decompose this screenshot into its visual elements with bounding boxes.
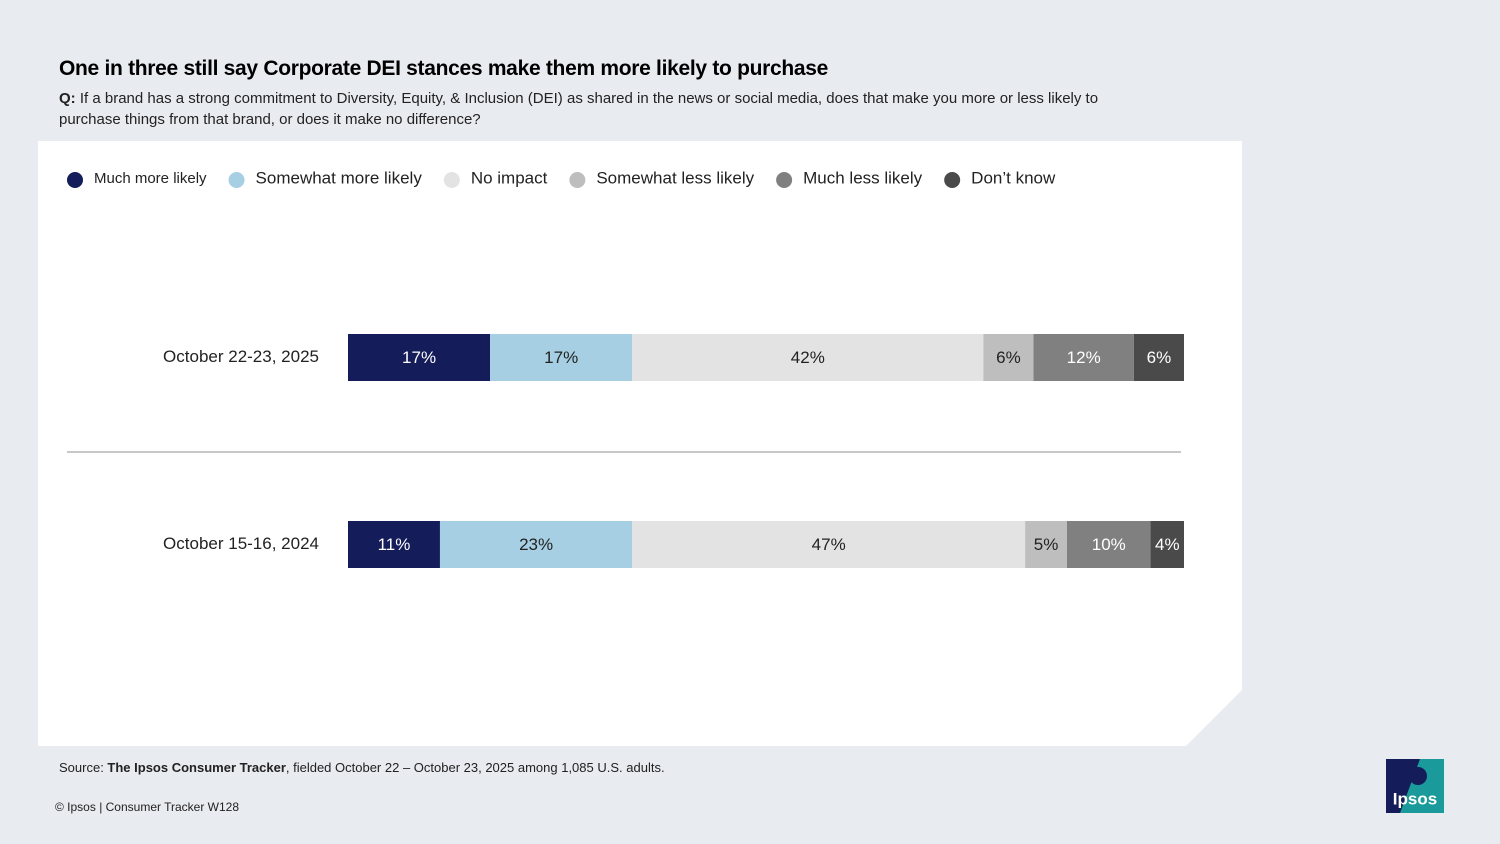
footer: © Ipsos | Consumer Tracker W128 (55, 800, 240, 814)
bar-segment (439, 521, 633, 568)
legend-label: Don’t know (971, 168, 1056, 187)
bar-segment (348, 334, 491, 381)
bar-segment (1133, 334, 1184, 381)
source-name: The Ipsos Consumer Tracker (107, 760, 286, 775)
bar-segment (632, 334, 984, 381)
question: Q: If a brand has a strong commitment to… (59, 88, 1129, 130)
bar-segment (1066, 521, 1151, 568)
category-label: October 22-23, 2025 (163, 347, 319, 366)
value-label: 12% (1067, 348, 1101, 367)
bar-segment (348, 521, 440, 568)
bar-segment (632, 521, 1026, 568)
legend-label: No impact (471, 168, 548, 187)
source-prefix: Source: (59, 760, 108, 775)
card (38, 141, 1242, 746)
bar-segment (983, 334, 1034, 381)
logo: Ipsos (1386, 759, 1444, 813)
value-label: 17% (544, 348, 578, 367)
value-label: 6% (996, 348, 1021, 367)
legend-label: Much less likely (803, 168, 923, 187)
bar-segment (1033, 334, 1134, 381)
legend-marker (67, 172, 83, 188)
source: Source: The Ipsos Consumer Tracker, fiel… (59, 760, 665, 775)
value-label: 17% (402, 348, 436, 367)
legend-label: Somewhat less likely (596, 168, 754, 187)
legend-marker (776, 172, 793, 188)
legend-label: Somewhat more likely (256, 168, 423, 187)
value-label: 11% (378, 535, 411, 554)
legend-marker (569, 172, 586, 188)
logo-text: Ipsos (1393, 789, 1437, 808)
logo-head (1409, 767, 1427, 785)
legend-marker (944, 172, 961, 188)
bar-segment (1150, 521, 1184, 568)
chart-title: One in three still say Corporate DEI sta… (59, 57, 829, 80)
bar-segment (490, 334, 633, 381)
value-label: 6% (1147, 348, 1172, 367)
source-rest: , fielded October 22 – October 23, 2025 … (285, 760, 665, 775)
value-label: 10% (1092, 535, 1126, 554)
value-label: 5% (1034, 535, 1059, 554)
value-label: 47% (812, 535, 846, 554)
subtitle: If a brand has a strong commitment to Di… (59, 90, 1099, 128)
category-label: October 15-16, 2024 (163, 534, 319, 553)
legend-label: Much more likely (94, 170, 207, 187)
legend-marker (228, 172, 245, 188)
bar-segment (1025, 521, 1067, 568)
value-label: 42% (791, 348, 825, 367)
question-label: Q: (59, 90, 76, 107)
legend-marker (443, 172, 460, 188)
value-label: 23% (519, 535, 553, 554)
value-label: 4% (1155, 535, 1180, 554)
